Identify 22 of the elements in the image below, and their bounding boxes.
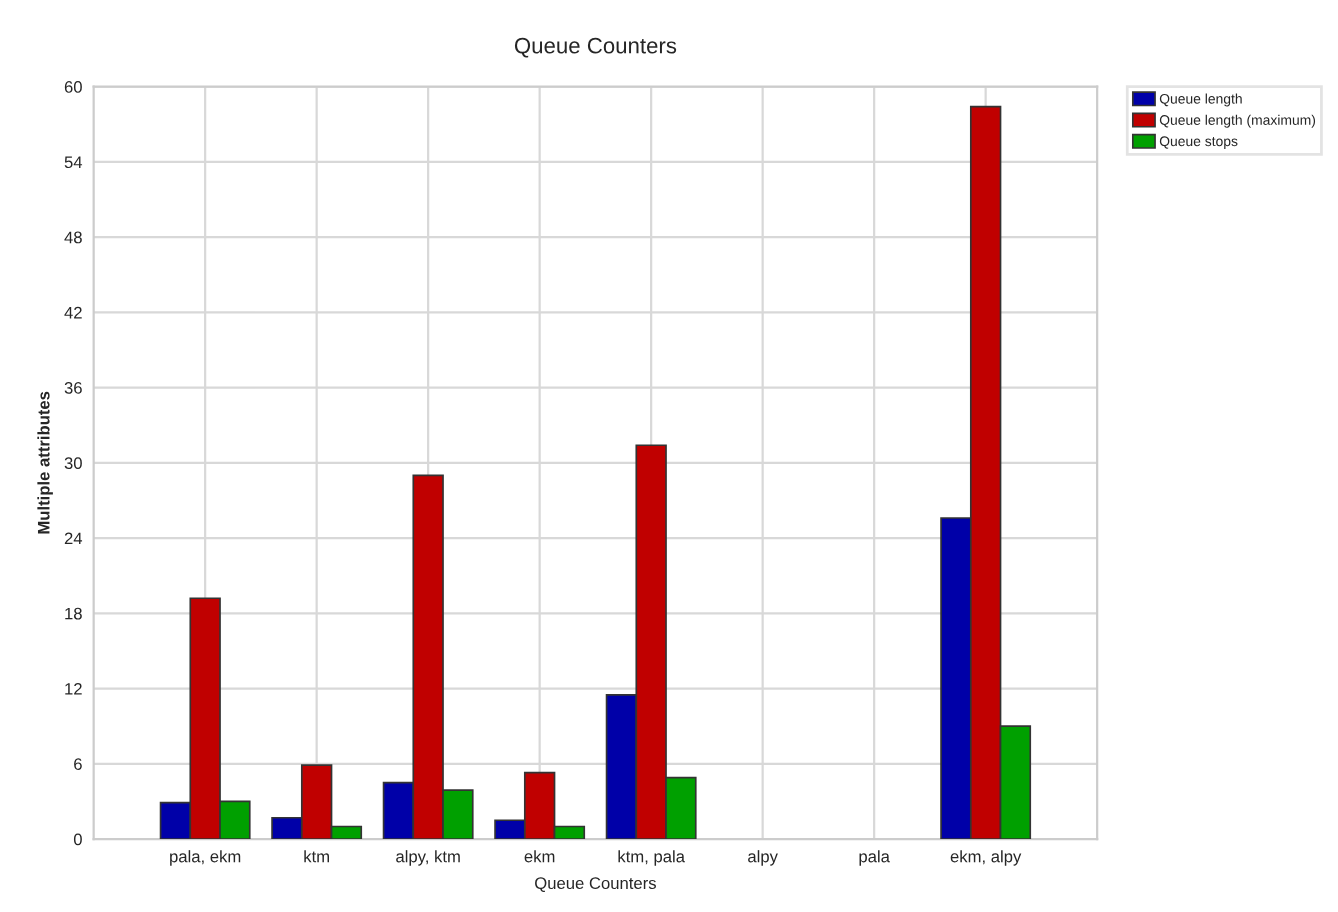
y-tick-label: 48 [64, 231, 82, 244]
y-tick-label: 60 [64, 81, 82, 93]
y-tick-label: 18 [65, 607, 82, 620]
y-tick-label: 6 [74, 758, 82, 770]
x-tick-label: alpy, ktm [396, 850, 460, 866]
y-tick-label: 12 [65, 682, 82, 695]
y-tick-label: 0 [73, 833, 82, 846]
y-tick-label: 30 [64, 457, 82, 470]
x-tick-label: ktm, pala [618, 850, 685, 866]
y-tick-label: 24 [64, 532, 83, 545]
y-axis-title: Multiple attributes [37, 391, 53, 534]
x-tick-label: ekm [524, 850, 555, 863]
y-tick-label: 36 [64, 382, 82, 394]
x-tick-label: pala [859, 850, 890, 866]
x-axis-title: Queue Counters [535, 877, 656, 893]
chart-title: Queue Counters [514, 37, 677, 58]
y-tick-label: 42 [64, 306, 82, 319]
y-tick-label: 54 [64, 156, 83, 169]
x-tick-label: ktm [304, 850, 329, 863]
x-tick-label: pala, ekm [170, 850, 241, 866]
x-tick-label: ekm, alpy [950, 850, 1022, 866]
x-tick-label: alpy [748, 850, 778, 866]
